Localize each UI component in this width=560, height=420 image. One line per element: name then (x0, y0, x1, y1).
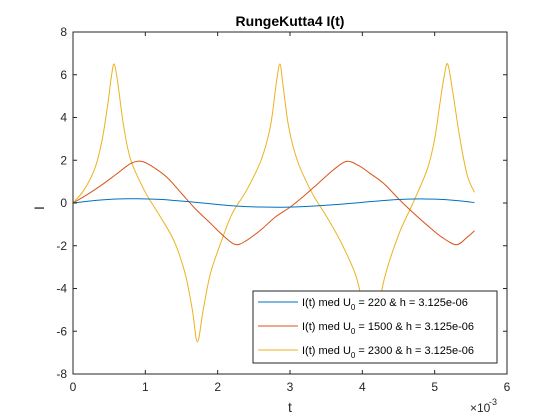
x-tick-label: 1 (142, 380, 149, 394)
x-axis-label: t (288, 399, 292, 415)
x-tick-label: 4 (359, 380, 366, 394)
y-tick-label: 8 (60, 25, 67, 39)
legend-label-0: I(t) med U0 = 220 & h = 3.125e-06 (302, 297, 468, 312)
y-tick-label: 6 (60, 68, 67, 82)
y-tick-label: 4 (60, 111, 67, 125)
y-tick-label: -2 (56, 239, 67, 253)
y-tick-label: -6 (56, 324, 67, 338)
series-line-2 (73, 63, 475, 343)
y-tick-label: -4 (56, 282, 67, 296)
x-multiplier-base: ×10 (470, 401, 491, 415)
y-axis-label: I (31, 206, 47, 210)
x-multiplier: ×10 -3 (470, 397, 497, 415)
legend-box (252, 290, 498, 364)
legend: I(t) med U0 = 220 & h = 3.125e-06 I(t) me… (252, 290, 498, 364)
x-tick-label: 5 (431, 380, 438, 394)
y-tick-label: 2 (60, 153, 67, 167)
x-tick-label: 6 (504, 380, 511, 394)
y-tick-label: -8 (56, 367, 67, 381)
legend-label-2: I(t) med U0 = 2300 & h = 3.125e-06 (302, 345, 474, 360)
y-tick-label: 0 (60, 196, 67, 210)
series-layer (73, 63, 475, 343)
series-line-0 (73, 198, 475, 208)
chart-title: RungeKutta4 I(t) (236, 13, 345, 29)
x-tick-label: 0 (70, 380, 77, 394)
tick-layer: 0 1 2 3 4 5 6 -8 -6 -4 -2 0 2 4 6 8 (56, 25, 510, 394)
x-tick-label: 2 (214, 380, 221, 394)
x-tick-label: 3 (287, 380, 294, 394)
x-multiplier-exponent: -3 (489, 397, 497, 407)
series-line-1 (73, 160, 475, 246)
legend-label-1: I(t) med U0 = 1500 & h = 3.125e-06 (302, 321, 474, 336)
